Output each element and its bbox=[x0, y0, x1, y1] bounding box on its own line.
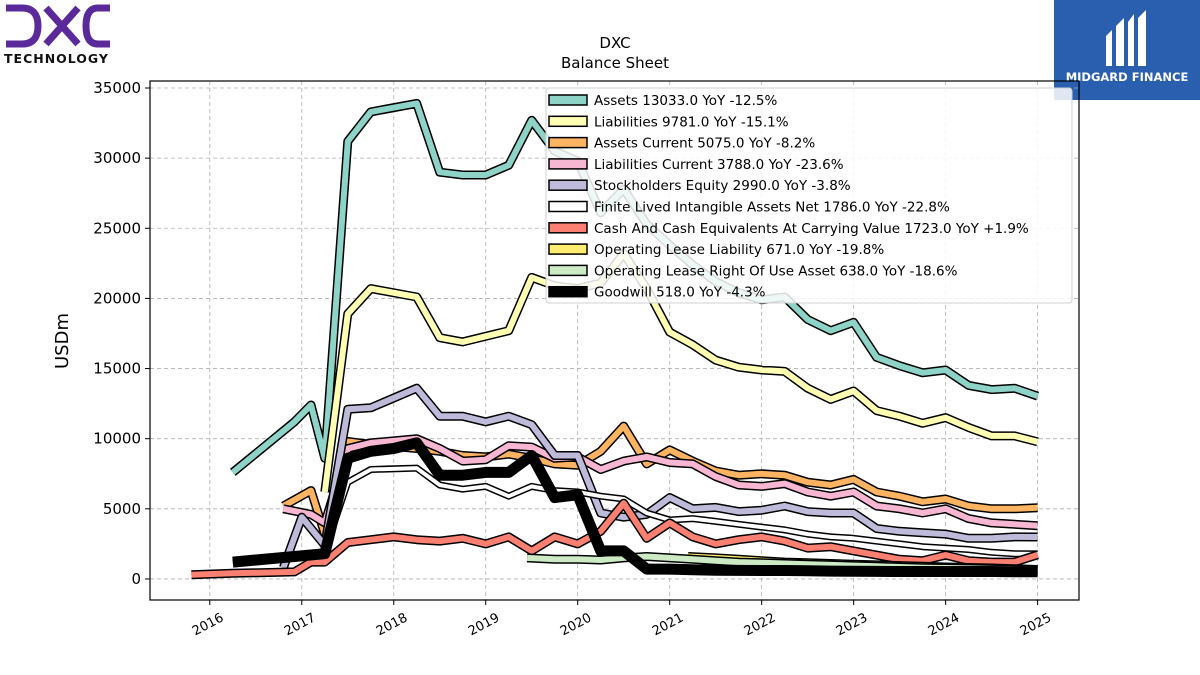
x-tick-label: 2025 bbox=[1018, 611, 1054, 640]
series-line bbox=[279, 383, 1038, 570]
series-line-stroke bbox=[191, 500, 1039, 578]
legend-entry: Operating Lease Liability 671.0 YoY -19.… bbox=[548, 242, 884, 258]
midgard-finance-logo: MIDGARD FINANCE bbox=[1054, 0, 1200, 100]
midgard-logo-mark bbox=[1106, 10, 1146, 66]
legend-swatch bbox=[548, 158, 588, 170]
legend-entry: Stockholders Equity 2990.0 YoY -3.8% bbox=[548, 178, 851, 194]
legend-label: Assets 13033.0 YoY -12.5% bbox=[594, 93, 778, 109]
plot-frame bbox=[149, 80, 1080, 601]
legend-entry: Operating Lease Right Of Use Asset 638.0… bbox=[548, 263, 958, 279]
series-line bbox=[321, 464, 1038, 558]
legend-entry: Liabilities 9781.0 YoY -15.1% bbox=[548, 114, 789, 130]
x-tick-label: 2022 bbox=[742, 611, 778, 640]
chart-subtitle: Balance Sheet bbox=[561, 54, 669, 72]
legend-swatch bbox=[548, 264, 588, 277]
legend-label: Stockholders Equity 2990.0 YoY -3.8% bbox=[594, 178, 851, 194]
legend-box bbox=[545, 87, 1073, 304]
legend-swatch bbox=[548, 200, 588, 213]
legend-entry: Assets 13033.0 YoY -12.5% bbox=[548, 93, 778, 109]
series-line-stroke bbox=[282, 435, 1038, 529]
series-line-stroke bbox=[321, 250, 1039, 493]
chart-title: DXC bbox=[599, 34, 630, 52]
series-line-stroke bbox=[322, 466, 1038, 556]
legend-swatch bbox=[548, 243, 588, 255]
legend-label: Operating Lease Right Of Use Asset 638.0… bbox=[594, 263, 958, 279]
midgard-logo-text: MIDGARD FINANCE bbox=[1066, 70, 1189, 84]
x-tick-label: 2023 bbox=[834, 611, 870, 640]
series-line-stroke bbox=[280, 385, 1038, 569]
y-tick-label: 5000 bbox=[103, 500, 141, 518]
legend-label: Cash And Cash Equivalents At Carrying Va… bbox=[594, 221, 1029, 237]
dxc-logo-mark bbox=[6, 4, 110, 48]
legend-swatch bbox=[548, 115, 588, 128]
x-tick-label: 2020 bbox=[558, 611, 594, 640]
legend-label: Operating Lease Liability 671.0 YoY -19.… bbox=[594, 242, 884, 258]
y-tick-label: 30000 bbox=[93, 149, 141, 167]
x-tick-label: 2016 bbox=[190, 611, 226, 640]
legend-label: Assets Current 5075.0 YoY -8.2% bbox=[594, 136, 815, 152]
x-ticks: 2016 2017 2018 2019 2020 2021 2022 2023 2024 2025 bbox=[190, 600, 1054, 639]
x-tick-label: 2021 bbox=[650, 611, 686, 640]
y-tick-label: 25000 bbox=[93, 219, 141, 237]
x-tick-label: 2024 bbox=[926, 611, 962, 640]
series-line bbox=[282, 434, 1038, 531]
x-tick-label: 2017 bbox=[282, 611, 318, 640]
x-tick-label: 2018 bbox=[374, 611, 410, 640]
legend-swatch bbox=[548, 136, 588, 149]
legend-swatch bbox=[548, 94, 588, 106]
legend-label: Liabilities Current 3788.0 YoY -23.6% bbox=[594, 157, 844, 173]
x-tick-label: 2019 bbox=[466, 611, 502, 640]
series-line bbox=[320, 249, 1039, 493]
dxc-technology-logo: TECHNOLOGY bbox=[0, 0, 130, 72]
y-tick-label: 20000 bbox=[93, 289, 141, 307]
y-ticks: 0 5000 10000 15000 20000 25000 30000 35000 bbox=[93, 79, 150, 588]
legend-swatch bbox=[548, 222, 588, 234]
legend-entry: Cash And Cash Equivalents At Carrying Va… bbox=[548, 221, 1029, 237]
legend-entry: Goodwill 518.0 YoY -4.3% bbox=[548, 285, 766, 301]
legend-label: Goodwill 518.0 YoY -4.3% bbox=[594, 285, 766, 301]
series-line-stroke bbox=[232, 438, 1038, 576]
legend-entry: Assets Current 5075.0 YoY -8.2% bbox=[548, 136, 815, 152]
legend-label: Finite Lived Intangible Assets Net 1786.… bbox=[594, 200, 950, 216]
y-axis-label: USDm bbox=[52, 313, 73, 369]
legend: Assets 13033.0 YoY -12.5% Liabilities 978… bbox=[545, 87, 1073, 304]
y-tick-label: 15000 bbox=[93, 360, 141, 378]
y-tick-label: 10000 bbox=[93, 430, 141, 448]
dxc-logo-subtitle: TECHNOLOGY bbox=[4, 51, 109, 66]
legend-swatch bbox=[548, 285, 588, 298]
series-line bbox=[191, 498, 1039, 580]
legend-label: Liabilities 9781.0 YoY -15.1% bbox=[594, 114, 789, 130]
legend-swatch bbox=[548, 179, 588, 191]
series-line bbox=[232, 437, 1038, 578]
y-tick-label: 35000 bbox=[93, 79, 141, 97]
legend-entry: Liabilities Current 3788.0 YoY -23.6% bbox=[548, 157, 844, 173]
y-tick-label: 0 bbox=[131, 570, 141, 588]
legend-entry: Finite Lived Intangible Assets Net 1786.… bbox=[548, 200, 950, 216]
